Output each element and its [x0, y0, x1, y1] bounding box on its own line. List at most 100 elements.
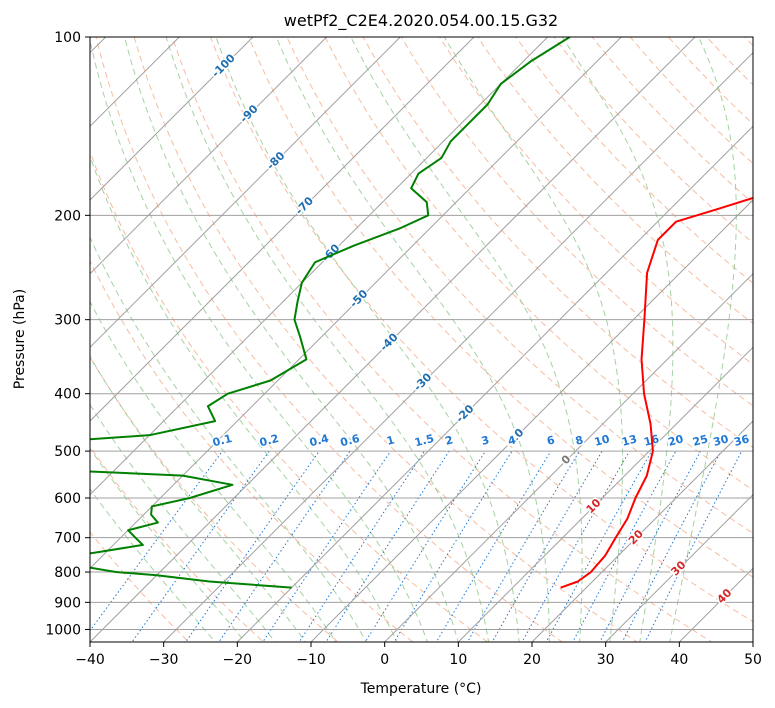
- y-axis-label: Pressure (hPa): [12, 289, 28, 389]
- moist-adiabat: [90, 447, 246, 642]
- moist-adiabat: [443, 37, 624, 642]
- isotherm: [310, 199, 753, 642]
- dry-adiabat: [95, 37, 564, 642]
- x-tick-label: 50: [744, 652, 762, 668]
- dry-adiabat: [515, 37, 753, 284]
- x-tick-label: −20: [223, 652, 253, 668]
- mixing-ratio-line: [393, 450, 513, 642]
- temperature-profile: [560, 196, 753, 589]
- mixing-ratio-label: 6: [545, 433, 556, 448]
- dry-adiabat: [400, 37, 753, 407]
- y-tick-label: 500: [54, 444, 81, 460]
- moist-adiabat: [90, 488, 216, 642]
- y-tick-label: 100: [54, 30, 81, 46]
- dry-adiabat: [90, 356, 339, 642]
- x-tick-label: −40: [75, 652, 105, 668]
- dry-adiabat: [90, 445, 265, 642]
- isotherm: [90, 37, 328, 275]
- y-tick-label: 400: [54, 387, 81, 403]
- pressure-grid: [90, 37, 753, 630]
- dry-adiabat: [248, 37, 753, 578]
- y-tick-label: 1000: [45, 622, 81, 638]
- isotherm: [90, 37, 254, 201]
- x-tick-label: 0: [380, 652, 389, 668]
- moist-adiabat: [275, 37, 550, 642]
- moist-adiabat: [90, 235, 367, 642]
- plot-frame: [89, 36, 754, 643]
- y-tick-label: 200: [54, 208, 81, 224]
- dry-adiabat: [324, 37, 753, 491]
- mixing-ratio-label: 1: [385, 433, 396, 448]
- moist-adiabat: [215, 37, 520, 642]
- isotherm: [90, 37, 181, 128]
- y-tick-label: 700: [54, 531, 81, 547]
- x-axis-ticks: −40 −30 −20 −10 0 10 20 30 40 50: [75, 642, 762, 668]
- mixing-ratio-line: [545, 450, 653, 642]
- y-tick-label: 600: [54, 491, 81, 507]
- dewpoint-profile: [90, 37, 571, 589]
- isotherm: [531, 420, 753, 642]
- mixing-ratio-line: [298, 450, 425, 642]
- y-tick-label: 300: [54, 313, 81, 329]
- x-tick-label: 20: [523, 652, 541, 668]
- mixing-ratio-label: 25: [691, 432, 709, 448]
- dry-adiabat: [90, 150, 489, 642]
- mixing-ratio-label: 30: [712, 432, 730, 449]
- mixing-ratio-line: [435, 450, 552, 642]
- mixing-ratio-line: [131, 450, 270, 642]
- mixing-ratio-label: 0.6: [339, 432, 362, 450]
- line-labels: -100-90-80-70-60-50-40-30-20-10010203040…: [208, 50, 753, 608]
- moist-adiabat: [669, 37, 737, 642]
- dry-adiabat: [362, 37, 753, 449]
- moist-adiabat: [90, 355, 307, 642]
- isotherm: [90, 37, 475, 422]
- moist-adiabat: [90, 300, 337, 642]
- mixing-ratio-label: 8: [574, 433, 585, 448]
- mixing-ratio-label: 0.1: [211, 432, 233, 450]
- mixing-ratio-line: [644, 450, 743, 642]
- x-tick-label: 10: [449, 652, 467, 668]
- x-tick-label: 40: [670, 652, 688, 668]
- chart-title: wetPf2_C2E4.2020.054.00.15.G32: [284, 11, 558, 31]
- dry-adiabat: [90, 531, 190, 642]
- x-tick-label: −10: [296, 652, 326, 668]
- mixing-ratio-label: 20: [667, 432, 685, 449]
- mixing-ratio-line: [262, 450, 392, 642]
- mixing-ratio-label: 0.4: [308, 432, 331, 450]
- moist-adiabat: [165, 37, 490, 642]
- mixing-ratio-label: 10: [593, 432, 611, 449]
- isotherm: [457, 346, 753, 642]
- dry-adiabat: [705, 37, 753, 86]
- dry-adiabat: [438, 37, 753, 366]
- isotherm: [90, 37, 549, 496]
- dry-adiabat: [90, 259, 414, 642]
- isotherm: [90, 37, 402, 349]
- mixing-ratio-line: [621, 450, 722, 642]
- background-lines: [0, 10, 753, 654]
- mixing-ratio-label: 36: [733, 432, 751, 449]
- isotherm: [678, 567, 753, 642]
- mixing-ratio-label: 2: [444, 433, 455, 448]
- x-axis-label: Temperature (°C): [360, 681, 482, 697]
- mixing-ratio-label: 13: [620, 432, 638, 448]
- mixing-ratio-line: [466, 450, 580, 642]
- isotherm: [90, 37, 623, 570]
- dry-adiabat: [744, 37, 753, 47]
- moist-adiabat: [561, 37, 674, 642]
- dry-adiabat: [133, 37, 638, 642]
- profile-lines: [90, 37, 753, 589]
- x-tick-label: −30: [149, 652, 179, 668]
- isotherm: [604, 493, 753, 642]
- moist-adiabat: [90, 154, 398, 642]
- isotherm: [90, 37, 696, 642]
- isotherm: [162, 51, 753, 642]
- isotherm: [236, 125, 753, 642]
- isotherm: [0, 10, 59, 654]
- y-axis-ticks: 100 200 300 400 500 600 700 800 900 1000: [45, 30, 90, 638]
- isotherm: [383, 272, 753, 642]
- dry-adiabat: [629, 37, 753, 165]
- x-tick-label: 30: [597, 652, 615, 668]
- dry-adiabat: [209, 37, 753, 623]
- mixing-ratio-label: 3: [480, 433, 491, 448]
